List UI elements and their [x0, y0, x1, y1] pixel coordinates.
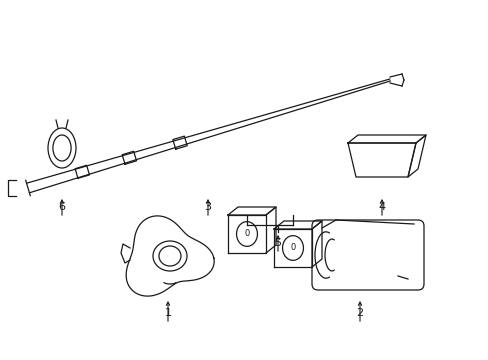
Text: 0: 0 — [244, 230, 249, 238]
Text: 5: 5 — [274, 238, 281, 248]
Text: 2: 2 — [356, 308, 363, 318]
Text: 6: 6 — [59, 202, 65, 212]
Text: 1: 1 — [164, 308, 171, 318]
Text: 4: 4 — [378, 202, 385, 212]
Text: 3: 3 — [204, 202, 211, 212]
Text: 0: 0 — [290, 243, 295, 252]
